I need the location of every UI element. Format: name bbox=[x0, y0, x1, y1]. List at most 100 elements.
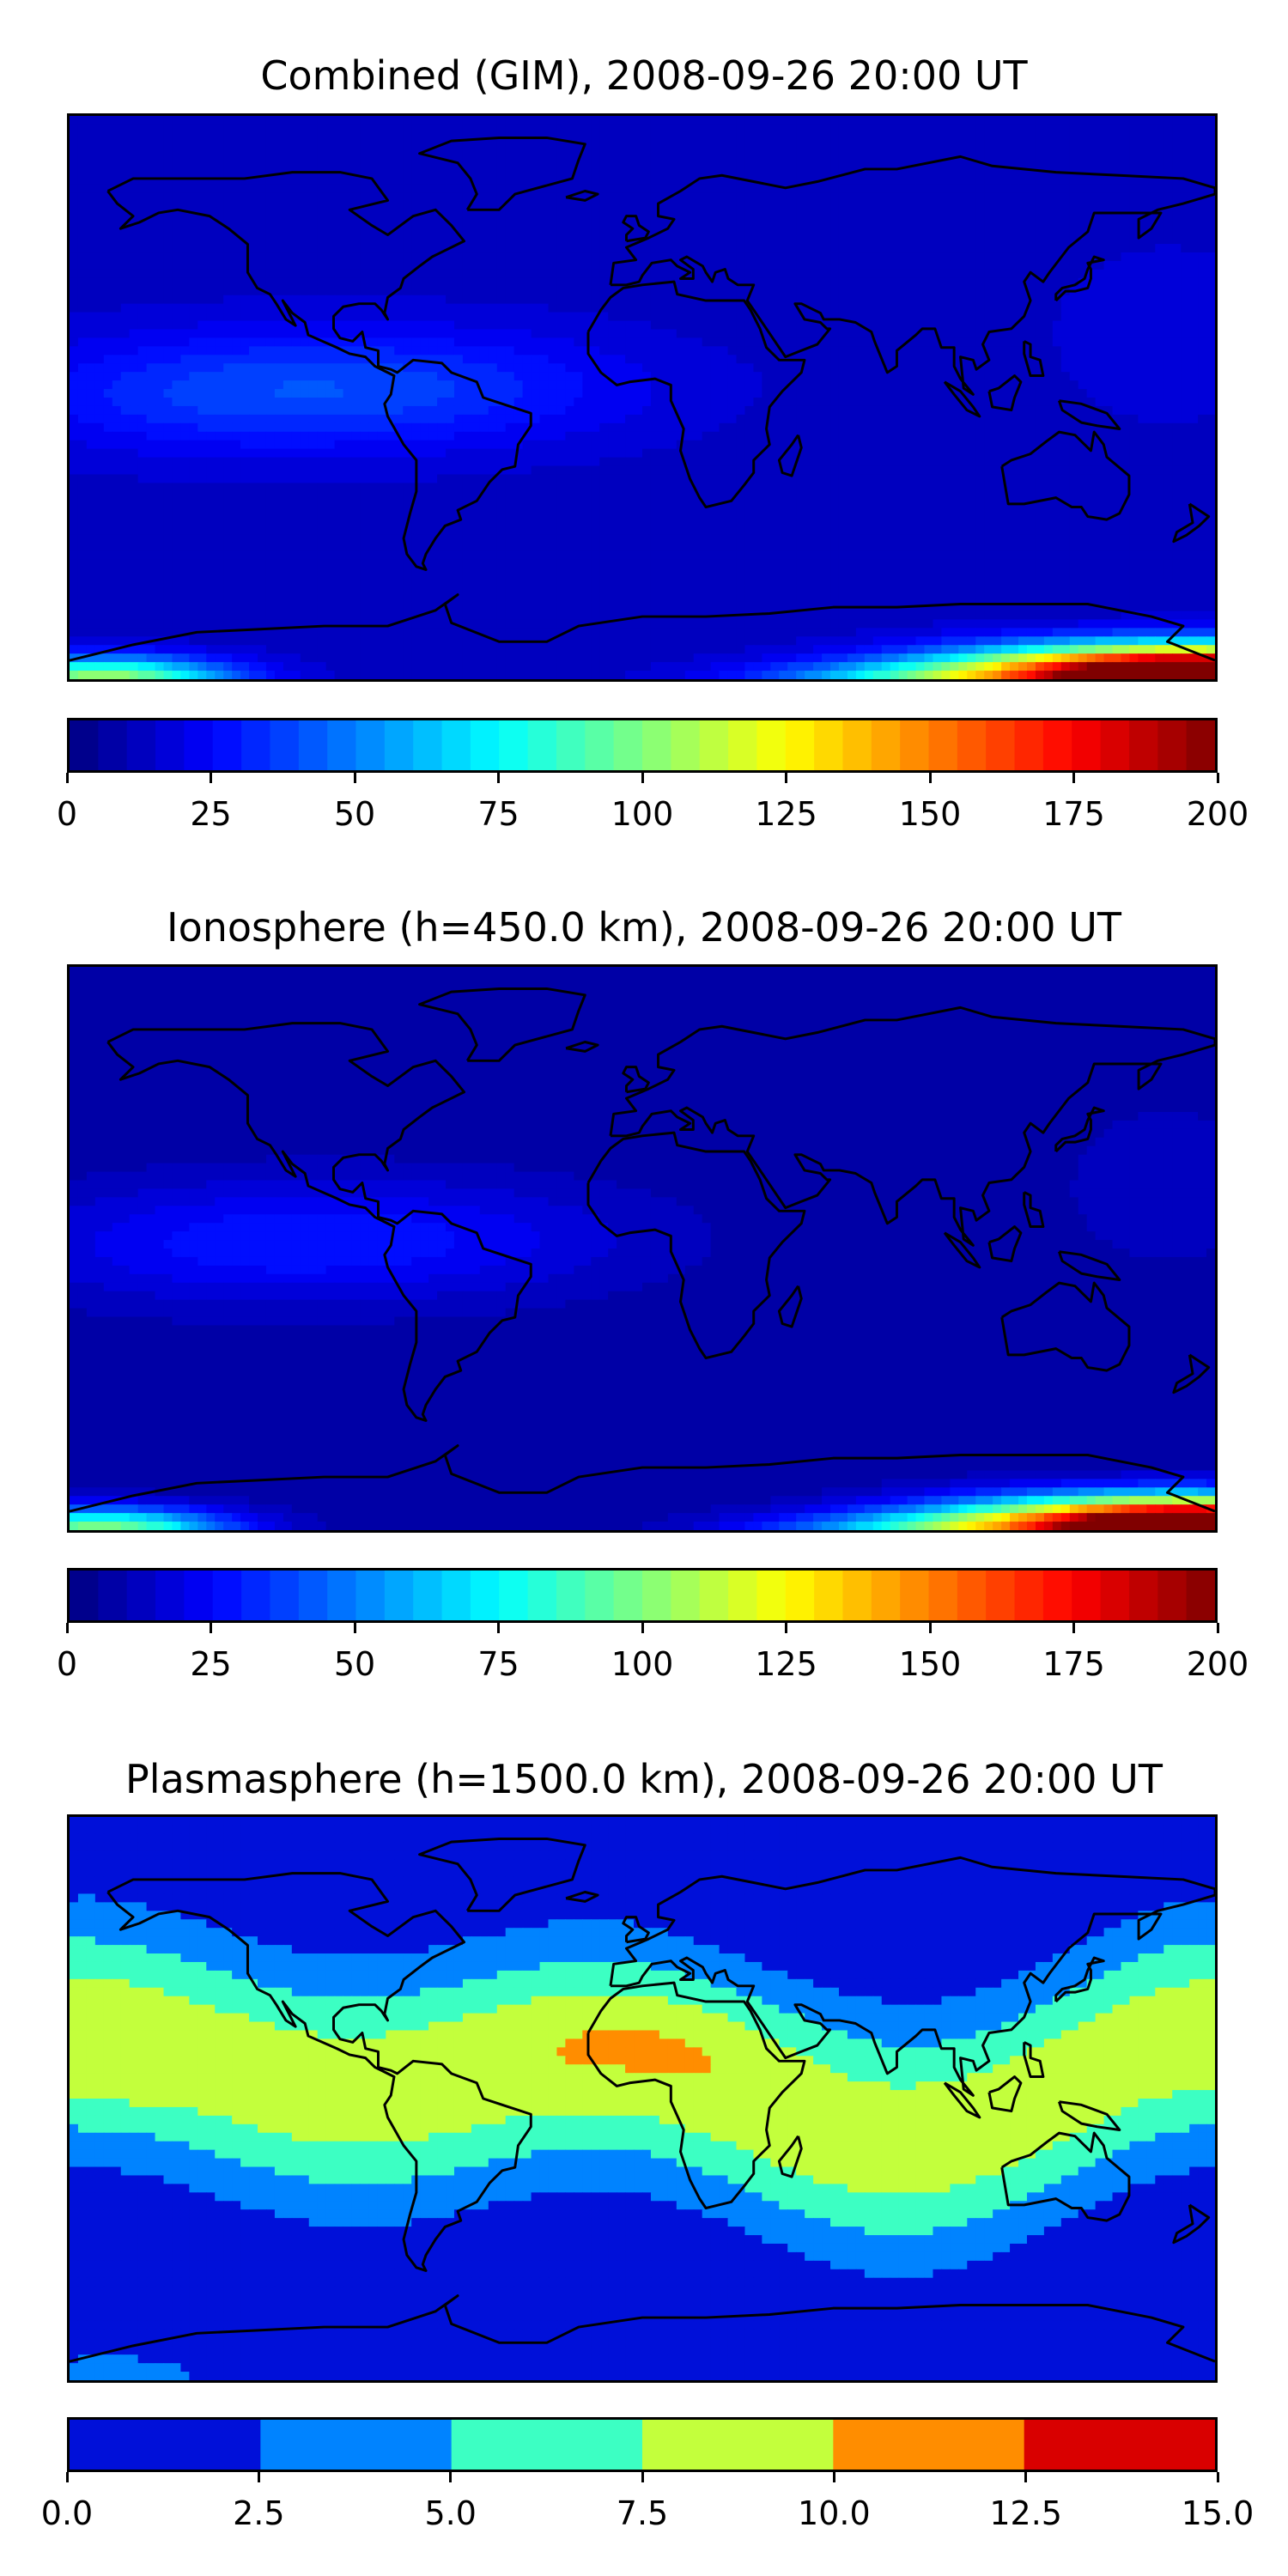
tick-label: 15.0 bbox=[1149, 2494, 1286, 2532]
colorbar-swatch bbox=[900, 1571, 930, 1620]
colorbar-swatch bbox=[814, 1571, 844, 1620]
tick-mark bbox=[210, 773, 212, 783]
coastline-australia bbox=[1000, 430, 1131, 521]
tick-label: 50 bbox=[286, 795, 423, 833]
map-plasmasphere bbox=[67, 1814, 1218, 2383]
tick-label: 12.5 bbox=[957, 2494, 1095, 2532]
colorbar-combined bbox=[67, 718, 1218, 773]
colorbar-ticks-combined: 0 25 50 75 100 125 150 175 200 bbox=[57, 773, 1249, 833]
colorbar-swatch bbox=[1186, 720, 1215, 770]
colorbar-swatch bbox=[585, 720, 615, 770]
tick-mark bbox=[1216, 1623, 1219, 1633]
colorbar-swatch bbox=[441, 720, 471, 770]
colorbar-swatch bbox=[642, 720, 671, 770]
colorbar-swatch bbox=[642, 1571, 671, 1620]
colorbar-swatch bbox=[155, 720, 185, 770]
tick-mark bbox=[1072, 1623, 1075, 1633]
colorbar-swatch bbox=[756, 1571, 787, 1620]
colorbar-swatch bbox=[928, 1571, 958, 1620]
coastline-greenland bbox=[418, 136, 586, 211]
colorbar-swatch bbox=[241, 1571, 271, 1620]
colorbar-swatch bbox=[384, 1571, 414, 1620]
coastline-britain bbox=[622, 215, 650, 243]
colorbar-ticks-plasmasphere: 0.0 2.5 5.0 7.5 10.0 12.5 15.0 bbox=[41, 2472, 1254, 2532]
coastline-sumatra bbox=[943, 2081, 981, 2119]
colorbar-swatch bbox=[785, 1571, 815, 1620]
colorbar-swatch bbox=[126, 1571, 156, 1620]
colorbar-swatch bbox=[98, 1571, 128, 1620]
tick-label: 2.5 bbox=[190, 2494, 327, 2532]
coastline-borneo bbox=[987, 374, 1023, 412]
colorbar-swatch bbox=[957, 720, 987, 770]
colorbar-swatch bbox=[1128, 720, 1158, 770]
tick-label: 25 bbox=[143, 795, 280, 833]
coastline-newguinea bbox=[1058, 399, 1121, 430]
coastline-newguinea bbox=[1058, 2100, 1121, 2131]
coastline-americas bbox=[106, 1872, 532, 2272]
tick-mark bbox=[1216, 2472, 1219, 2482]
colorbar-swatch bbox=[70, 1571, 99, 1620]
colorbar-swatch bbox=[957, 1571, 987, 1620]
colorbar-swatch bbox=[270, 720, 300, 770]
colorbar-swatch bbox=[728, 1571, 757, 1620]
coastline-japan bbox=[1054, 1106, 1105, 1153]
colorbar-swatch bbox=[355, 720, 386, 770]
colorbar-swatch bbox=[327, 720, 357, 770]
colorbar-swatch bbox=[1100, 720, 1130, 770]
chart-title: Plasmasphere (h=1500.0 km), 2008-09-26 2… bbox=[0, 1755, 1288, 1803]
tick-label: 200 bbox=[1149, 1645, 1286, 1683]
colorbar-swatch bbox=[212, 1571, 242, 1620]
coastline-africa bbox=[586, 1131, 806, 1360]
coastline-sumatra bbox=[943, 1231, 981, 1269]
tick-mark bbox=[497, 1623, 500, 1633]
colorbar-swatch bbox=[98, 720, 128, 770]
tick-label: 0.0 bbox=[0, 2494, 136, 2532]
tick-label: 175 bbox=[1005, 1645, 1143, 1683]
colorbar-swatch bbox=[814, 720, 844, 770]
tick-label: 175 bbox=[1005, 795, 1143, 833]
colorbar-swatch bbox=[833, 2420, 1025, 2470]
colorbar-swatch bbox=[556, 720, 586, 770]
colorbar-swatch bbox=[785, 720, 815, 770]
colorbar-swatch bbox=[451, 2420, 643, 2470]
map-combined bbox=[67, 113, 1218, 682]
tick-mark bbox=[210, 1623, 212, 1633]
coastline-britain bbox=[622, 1916, 650, 1944]
tick-mark bbox=[641, 773, 644, 783]
colorbar-swatch bbox=[384, 720, 414, 770]
colorbar-swatch bbox=[1072, 1571, 1102, 1620]
tick-mark bbox=[65, 773, 69, 783]
tick-label: 0 bbox=[0, 795, 136, 833]
tick-label: 10.0 bbox=[765, 2494, 902, 2532]
tick-label: 125 bbox=[718, 1645, 855, 1683]
colorbar-swatch bbox=[413, 1571, 443, 1620]
colorbar-swatch bbox=[327, 1571, 357, 1620]
colorbar-swatch bbox=[728, 720, 757, 770]
tick-label: 200 bbox=[1149, 795, 1286, 833]
colorbar-swatch bbox=[1072, 720, 1102, 770]
coastline-philippines bbox=[1023, 340, 1045, 378]
coastline-eurasia bbox=[609, 1005, 1215, 1247]
coastline-eurasia bbox=[609, 155, 1215, 396]
tick-label: 50 bbox=[286, 1645, 423, 1683]
tick-mark bbox=[832, 2472, 835, 2482]
coastline-britain bbox=[622, 1066, 650, 1094]
tick-label: 100 bbox=[574, 1645, 711, 1683]
tick-label: 0 bbox=[0, 1645, 136, 1683]
tick-mark bbox=[65, 1623, 69, 1633]
colorbar-swatch bbox=[212, 720, 242, 770]
colorbar-swatch bbox=[986, 1571, 1016, 1620]
tick-label: 75 bbox=[430, 1645, 568, 1683]
colorbar-swatch bbox=[527, 720, 557, 770]
tick-mark bbox=[257, 2472, 260, 2482]
tick-label: 150 bbox=[861, 795, 999, 833]
tick-mark bbox=[928, 773, 932, 783]
colorbar-swatch bbox=[928, 720, 958, 770]
coastline-greenland bbox=[418, 987, 586, 1062]
colorbar-swatch bbox=[470, 1571, 500, 1620]
coastline-newzealand bbox=[1172, 2203, 1211, 2245]
colorbar-swatch bbox=[470, 720, 500, 770]
colorbar-swatch bbox=[184, 1571, 214, 1620]
colorbar-swatch bbox=[871, 1571, 901, 1620]
colorbar-swatch bbox=[556, 1571, 586, 1620]
